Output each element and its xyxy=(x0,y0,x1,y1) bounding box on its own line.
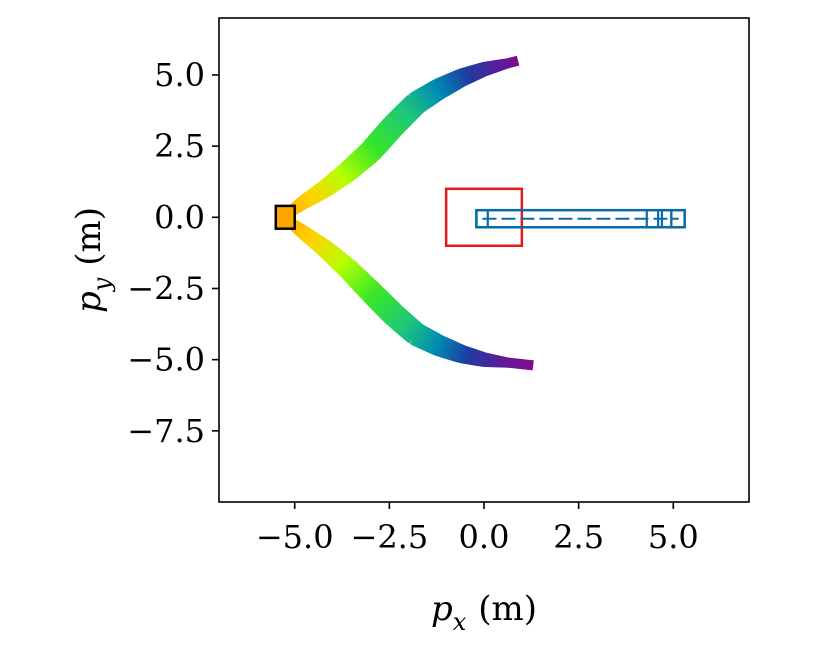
obstacle-sub-box xyxy=(670,209,686,229)
y-tick-label: −2.5 xyxy=(127,269,205,307)
plot-rectangles xyxy=(274,187,686,248)
x-axis-symbol: p xyxy=(431,589,453,629)
y-tick-label: 0.0 xyxy=(154,198,205,236)
goal-box xyxy=(444,187,524,248)
y-tick-label: 2.5 xyxy=(154,127,205,165)
trajectory-lower xyxy=(284,216,534,371)
y-axis-ticks: 5.0 2.5 0.0 −2.5 −5.0 −7.5 xyxy=(127,56,219,450)
x-tick-label: 5.0 xyxy=(648,518,699,556)
x-axis-unit: (m) xyxy=(478,589,537,629)
plot-frame xyxy=(218,17,750,503)
x-axis-subscript: x xyxy=(453,608,467,636)
obstacle-sub-box xyxy=(475,209,489,229)
x-axis-label: px (m) xyxy=(431,589,537,636)
y-tick-label: −7.5 xyxy=(127,412,205,450)
x-axis-ticks: −5.0 −2.5 0.0 2.5 5.0 xyxy=(256,502,699,556)
y-tick-label: −5.0 xyxy=(127,341,205,379)
obstacle-sub-box xyxy=(645,209,660,229)
start-box xyxy=(274,204,296,230)
x-tick-label: 2.5 xyxy=(553,518,604,556)
y-axis-symbol: p xyxy=(69,291,109,313)
x-tick-label: 0.0 xyxy=(459,518,510,556)
plot-marks xyxy=(284,55,534,371)
y-axis-subscript: y xyxy=(88,277,116,292)
y-tick-label: 5.0 xyxy=(154,56,205,94)
obstacle-bar-detail xyxy=(475,209,686,229)
trajectory-upper xyxy=(284,55,520,219)
x-tick-label: −2.5 xyxy=(351,518,429,556)
x-tick-label: −5.0 xyxy=(256,518,334,556)
y-axis-unit: (m) xyxy=(69,207,109,266)
y-axis-label: py (m) xyxy=(69,207,116,313)
